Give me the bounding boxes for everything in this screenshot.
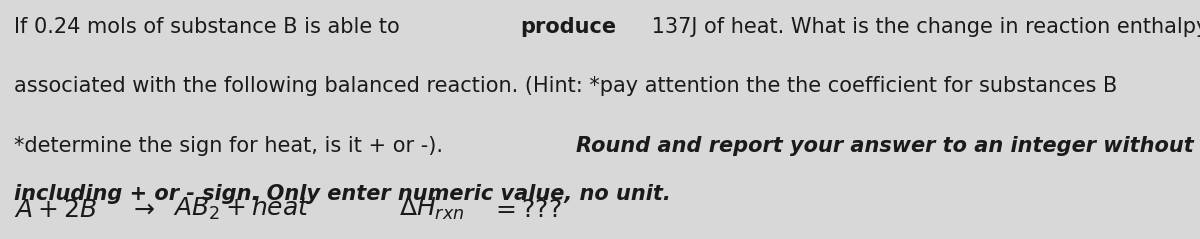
Text: Round and report your answer to an integer without decimal place: Round and report your answer to an integ… <box>576 136 1200 156</box>
Text: $\mathit{A} + \mathit{2B}$: $\mathit{A} + \mathit{2B}$ <box>14 198 97 222</box>
Text: associated with the following balanced reaction. (Hint: *pay attention the the c: associated with the following balanced r… <box>14 76 1117 97</box>
Text: If 0.24 mols of substance B is able to: If 0.24 mols of substance B is able to <box>14 17 407 37</box>
Text: produce: produce <box>521 17 617 37</box>
Text: *determine the sign for heat, is it + or -).: *determine the sign for heat, is it + or… <box>14 136 450 156</box>
Text: 137J of heat. What is the change in reaction enthalpy in J: 137J of heat. What is the change in reac… <box>644 17 1200 37</box>
Text: $\mathit{AB_2} + \mathit{heat}$: $\mathit{AB_2} + \mathit{heat}$ <box>174 195 311 222</box>
Text: including + or - sign. Only enter numeric value, no unit.: including + or - sign. Only enter numeri… <box>14 184 671 204</box>
Text: $\rightarrow$: $\rightarrow$ <box>121 198 162 222</box>
Text: $=???$: $=???$ <box>482 198 562 222</box>
Text: $\Delta H_{rxn}$: $\Delta H_{rxn}$ <box>398 196 464 222</box>
